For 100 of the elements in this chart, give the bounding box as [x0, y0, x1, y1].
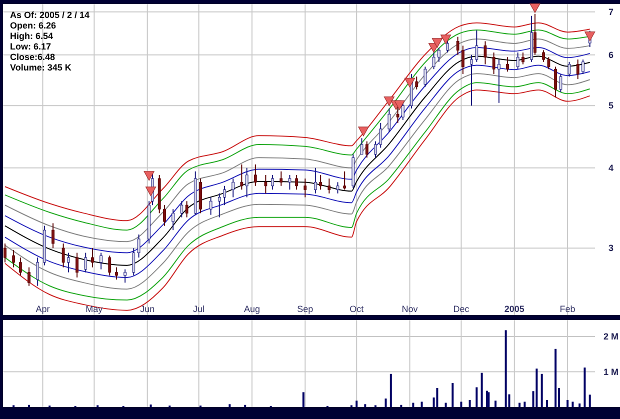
bar: [228, 404, 231, 407]
x-tick-label: Apr: [36, 304, 50, 314]
y-tick-label: 6: [608, 50, 614, 60]
x-tick-label: Jul: [193, 304, 205, 314]
candlestick: [582, 59, 584, 75]
point: [358, 126, 369, 136]
candlestick: [4, 242, 6, 263]
candlestick: [534, 13, 536, 56]
bar: [302, 392, 304, 407]
bar: [444, 402, 447, 407]
candlestick: [388, 108, 391, 132]
candlestick: [461, 45, 464, 75]
candlestick: [12, 249, 16, 268]
candlestick: [232, 178, 235, 198]
bar: [476, 387, 478, 407]
x-tick-label: Nov: [402, 304, 418, 314]
candlestick: [254, 164, 257, 186]
candlestick: [424, 66, 427, 88]
point: [404, 78, 416, 88]
bar: [504, 330, 507, 407]
bar: [524, 402, 526, 407]
candlestick: [172, 208, 175, 231]
candlestick: [401, 102, 404, 120]
candlestick: [498, 59, 500, 104]
candlestick: [484, 40, 487, 65]
point: [440, 34, 452, 44]
x-tick-label: Dec: [453, 304, 470, 314]
bar: [364, 404, 366, 407]
annotation: As Of: 2005 / 2 / 14: [10, 10, 90, 20]
candlestick: [185, 200, 188, 218]
x-tick-label: Jun: [140, 304, 155, 314]
y-tick-label: 7: [608, 6, 614, 17]
candlestick: [360, 138, 364, 155]
annotation: Close:6.48: [10, 52, 56, 62]
candlestick: [100, 252, 102, 270]
candlestick: [559, 74, 562, 93]
candlestick: [180, 200, 184, 218]
bar: [468, 400, 471, 407]
candlestick: [245, 167, 248, 198]
candlestick: [542, 50, 545, 62]
candlestick: [470, 54, 473, 106]
bar: [518, 402, 521, 407]
candlestick: [223, 185, 226, 206]
candlestick: [576, 59, 580, 80]
point: [144, 171, 154, 181]
candlestick: [124, 268, 127, 284]
bar: [436, 388, 438, 407]
y-tick-label: 2 M: [603, 332, 619, 342]
y-tick-label: 1 M: [603, 366, 619, 377]
candlestick: [295, 174, 298, 190]
bar: [420, 402, 423, 407]
candlestick: [271, 174, 274, 190]
candlestick: [280, 170, 283, 186]
candlestick: [67, 252, 70, 273]
candlestick: [91, 248, 94, 268]
candlestick: [18, 257, 22, 276]
bar: [494, 400, 497, 407]
candlestick: [163, 204, 166, 226]
bar: [578, 403, 581, 407]
candlestick: [209, 196, 212, 216]
candlestick: [76, 252, 78, 278]
candlestick: [415, 76, 418, 90]
candlestick: [319, 174, 322, 190]
candlestick: [547, 56, 550, 70]
x-tick-label: May: [86, 304, 104, 314]
y-tick-label: 4: [608, 162, 614, 173]
point: [384, 96, 394, 106]
bar: [536, 368, 538, 407]
bar: [554, 348, 557, 407]
x-tick-label: Aug: [244, 304, 260, 314]
point: [432, 38, 443, 48]
candlestick: [568, 61, 571, 78]
candlestick: [336, 182, 340, 194]
candlestick: [108, 255, 112, 276]
x-tick-label: Sep: [297, 304, 314, 314]
point: [394, 100, 405, 110]
candlestick: [492, 52, 496, 75]
point: [584, 32, 596, 42]
x-tick-label: Feb: [560, 304, 576, 314]
candlestick: [137, 234, 140, 258]
point: [145, 186, 156, 196]
candlestick: [314, 167, 317, 194]
candlestick: [304, 178, 307, 198]
annotation: Low: 6.17: [10, 42, 52, 52]
bar: [546, 400, 548, 407]
candlestick: [437, 47, 440, 62]
bar: [480, 372, 483, 407]
candlestick: [343, 170, 346, 190]
candlestick: [52, 222, 54, 249]
candlestick: [432, 52, 436, 70]
candlestick: [522, 52, 524, 65]
bar: [452, 383, 454, 407]
candlestick: [379, 122, 382, 148]
candlestick: [84, 252, 88, 273]
candlestick: [365, 140, 368, 158]
candlestick: [446, 38, 449, 54]
annotation: High: 6.54: [10, 31, 54, 41]
candlestick: [132, 248, 136, 276]
candlestick: [506, 56, 509, 72]
bar: [572, 402, 574, 407]
